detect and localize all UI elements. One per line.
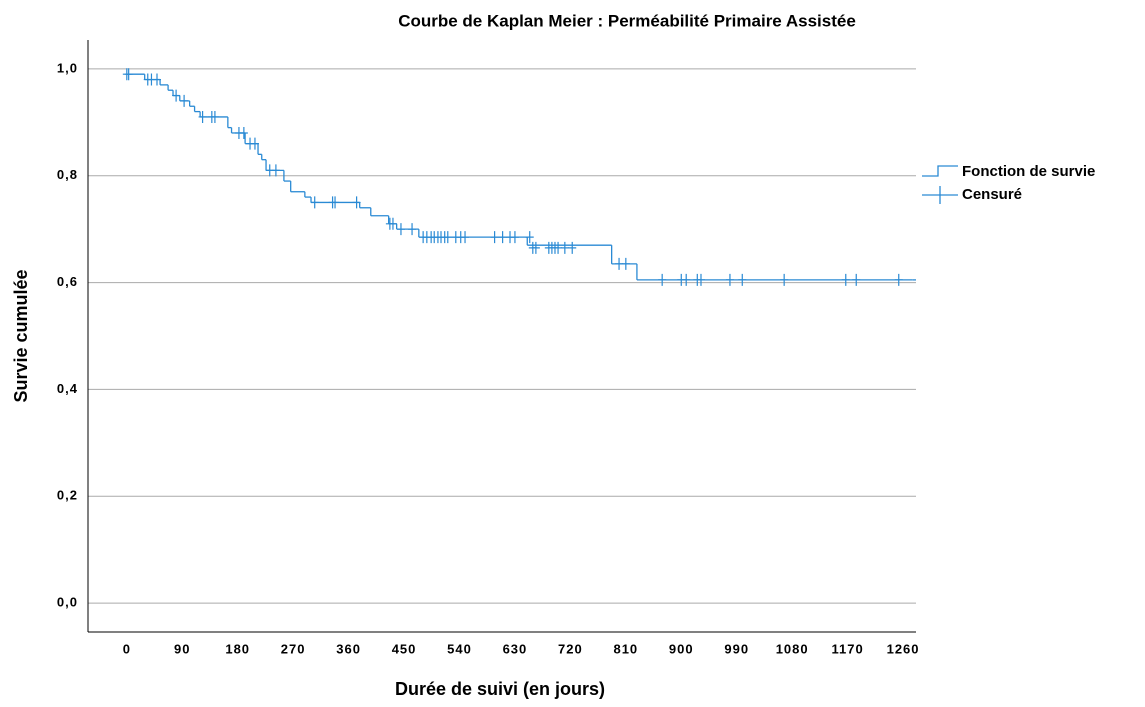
censor-mark bbox=[310, 196, 319, 209]
censor-mark bbox=[560, 241, 569, 254]
censor-mark bbox=[461, 231, 470, 244]
censor-mark bbox=[490, 231, 499, 244]
x-tick-label: 1170 bbox=[832, 641, 864, 656]
censor-mark bbox=[180, 94, 189, 107]
censor-mark bbox=[725, 273, 734, 286]
censor-mark bbox=[443, 231, 452, 244]
x-tick-label: 0 bbox=[123, 641, 131, 656]
x-tick-label: 990 bbox=[724, 641, 749, 656]
censor-mark bbox=[408, 223, 417, 236]
censor-mark bbox=[198, 110, 207, 123]
censor-mark bbox=[841, 273, 850, 286]
censor-mark bbox=[210, 110, 219, 123]
x-tick-label: 1260 bbox=[887, 641, 920, 656]
x-tick-label: 1080 bbox=[776, 641, 809, 656]
censor-mark bbox=[531, 241, 540, 254]
legend-label: Fonction de survie bbox=[962, 163, 1095, 180]
censor-mark bbox=[271, 164, 280, 177]
censor-mark bbox=[615, 257, 624, 270]
y-tick-label: 0,2 bbox=[57, 488, 78, 503]
x-tick-label: 90 bbox=[174, 641, 190, 656]
x-tick-label: 540 bbox=[447, 641, 472, 656]
censor-mark bbox=[696, 273, 705, 286]
y-tick-label: 0,6 bbox=[57, 274, 78, 289]
censor-mark bbox=[554, 241, 563, 254]
censor-mark bbox=[352, 196, 361, 209]
censor-mark bbox=[388, 217, 397, 230]
x-tick-label: 180 bbox=[225, 641, 250, 656]
censor-mark bbox=[250, 137, 259, 150]
censor-mark bbox=[239, 126, 248, 139]
censor-mark bbox=[621, 257, 630, 270]
x-tick-label: 450 bbox=[392, 641, 417, 656]
x-axis-label: Durée de suivi (en jours) bbox=[395, 679, 605, 699]
x-tick-label: 630 bbox=[503, 641, 528, 656]
censor-mark bbox=[510, 231, 519, 244]
censor-mark bbox=[331, 196, 340, 209]
censor-mark bbox=[153, 73, 161, 86]
censor-mark bbox=[124, 68, 133, 81]
legend-swatch bbox=[922, 165, 958, 177]
censor-mark bbox=[498, 231, 507, 244]
censor-mark bbox=[780, 273, 789, 286]
y-axis-label: Survie cumulée bbox=[11, 269, 31, 402]
x-tick-label: 720 bbox=[558, 641, 583, 656]
censor-mark bbox=[172, 89, 181, 102]
x-tick-label: 270 bbox=[281, 641, 306, 656]
censor-mark bbox=[852, 273, 861, 286]
censor-mark bbox=[396, 223, 405, 236]
censor-mark bbox=[894, 273, 903, 286]
legend-swatch bbox=[922, 186, 958, 204]
legend-label: Censuré bbox=[962, 186, 1022, 203]
y-tick-label: 0,0 bbox=[57, 595, 78, 610]
x-tick-label: 360 bbox=[336, 641, 361, 656]
censor-mark bbox=[658, 273, 667, 286]
censor-mark bbox=[682, 273, 691, 286]
censor-mark bbox=[738, 273, 747, 286]
x-tick-label: 900 bbox=[669, 641, 694, 656]
y-tick-label: 0,8 bbox=[57, 167, 78, 182]
x-tick-label: 810 bbox=[613, 641, 638, 656]
censor-mark bbox=[525, 231, 534, 244]
censor-mark bbox=[568, 241, 577, 254]
y-tick-label: 0,4 bbox=[57, 381, 78, 396]
y-tick-label: 1,0 bbox=[57, 60, 78, 75]
chart-title: Courbe de Kaplan Meier : Perméabilité Pr… bbox=[398, 11, 856, 30]
